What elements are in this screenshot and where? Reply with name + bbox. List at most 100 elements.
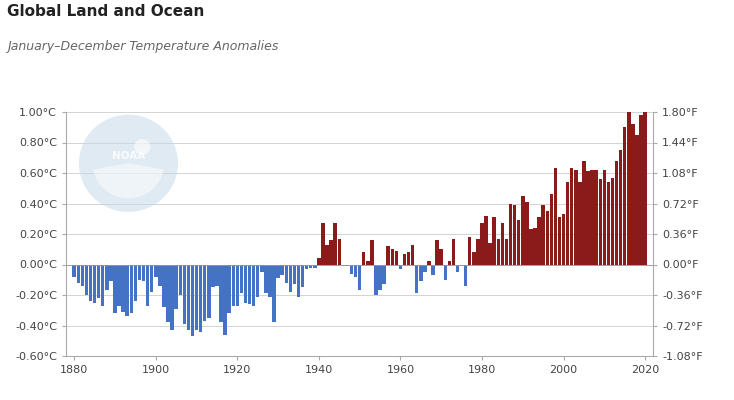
Circle shape [79, 115, 178, 212]
Bar [142, 264, 145, 281]
Bar [338, 238, 341, 264]
Bar [399, 264, 402, 269]
Bar [493, 217, 496, 264]
Bar [113, 264, 117, 313]
Bar [631, 124, 635, 264]
Bar [598, 179, 602, 264]
Bar [199, 264, 203, 332]
Bar [138, 264, 141, 280]
Bar [175, 264, 178, 309]
Bar [534, 228, 537, 264]
Bar [468, 237, 471, 264]
Bar [244, 264, 247, 303]
Bar [501, 223, 504, 264]
Bar [101, 264, 104, 306]
Bar [427, 262, 431, 264]
Bar [154, 264, 158, 277]
Bar [509, 204, 512, 264]
Bar [130, 264, 133, 313]
Bar [260, 264, 264, 272]
Bar [464, 264, 468, 286]
Text: Global Land and Ocean: Global Land and Ocean [7, 4, 205, 19]
Bar [97, 264, 101, 298]
Bar [203, 264, 206, 321]
Bar [158, 264, 161, 286]
Bar [639, 115, 643, 264]
Bar [76, 264, 80, 283]
Bar [517, 220, 520, 264]
Bar [451, 238, 455, 264]
Bar [415, 264, 418, 294]
Bar [443, 264, 447, 280]
Bar [167, 264, 170, 322]
Bar [435, 240, 439, 264]
Text: NOAA: NOAA [112, 151, 145, 161]
Bar [84, 264, 88, 295]
Bar [553, 168, 557, 264]
Bar [325, 245, 329, 264]
Bar [211, 264, 214, 287]
Bar [330, 240, 333, 264]
Bar [387, 246, 390, 264]
Bar [574, 170, 578, 264]
Bar [252, 264, 255, 306]
Bar [566, 182, 570, 264]
Bar [117, 264, 121, 306]
Bar [582, 161, 586, 264]
Bar [419, 264, 423, 281]
Bar [521, 196, 525, 264]
Bar [313, 264, 316, 268]
Bar [456, 264, 459, 272]
Bar [109, 264, 112, 281]
Bar [635, 135, 639, 264]
Bar [268, 264, 272, 296]
Text: January–December Temperature Anomalies: January–December Temperature Anomalies [7, 40, 279, 53]
Bar [317, 258, 321, 264]
Circle shape [134, 139, 150, 155]
Bar [293, 264, 296, 284]
Bar [309, 264, 313, 268]
Bar [346, 264, 349, 266]
Bar [578, 182, 581, 264]
Bar [236, 264, 239, 306]
Bar [488, 243, 492, 264]
Bar [215, 264, 219, 286]
Bar [603, 170, 606, 264]
Bar [150, 264, 153, 292]
Bar [505, 238, 508, 264]
Bar [497, 238, 500, 264]
Bar [378, 264, 382, 290]
Bar [644, 109, 647, 264]
Bar [366, 262, 369, 264]
Bar [89, 264, 92, 301]
Bar [545, 211, 549, 264]
Bar [370, 240, 374, 264]
Bar [231, 264, 235, 306]
Bar [305, 264, 308, 269]
Bar [280, 264, 284, 275]
Wedge shape [93, 163, 164, 198]
Bar [432, 264, 435, 275]
Bar [542, 205, 545, 264]
Bar [170, 264, 174, 330]
Bar [525, 202, 528, 264]
Bar [358, 264, 361, 290]
Bar [134, 264, 137, 301]
Bar [162, 264, 166, 307]
Bar [623, 127, 626, 264]
Bar [73, 264, 76, 277]
Bar [537, 217, 541, 264]
Bar [607, 182, 610, 264]
Bar [562, 214, 565, 264]
Bar [341, 264, 345, 266]
Bar [321, 223, 324, 264]
Bar [476, 238, 479, 264]
Bar [207, 264, 211, 318]
Bar [146, 264, 149, 306]
Bar [354, 264, 357, 277]
Bar [615, 161, 618, 264]
Bar [264, 264, 268, 294]
Bar [350, 264, 353, 274]
Bar [240, 264, 243, 294]
Bar [480, 223, 484, 264]
